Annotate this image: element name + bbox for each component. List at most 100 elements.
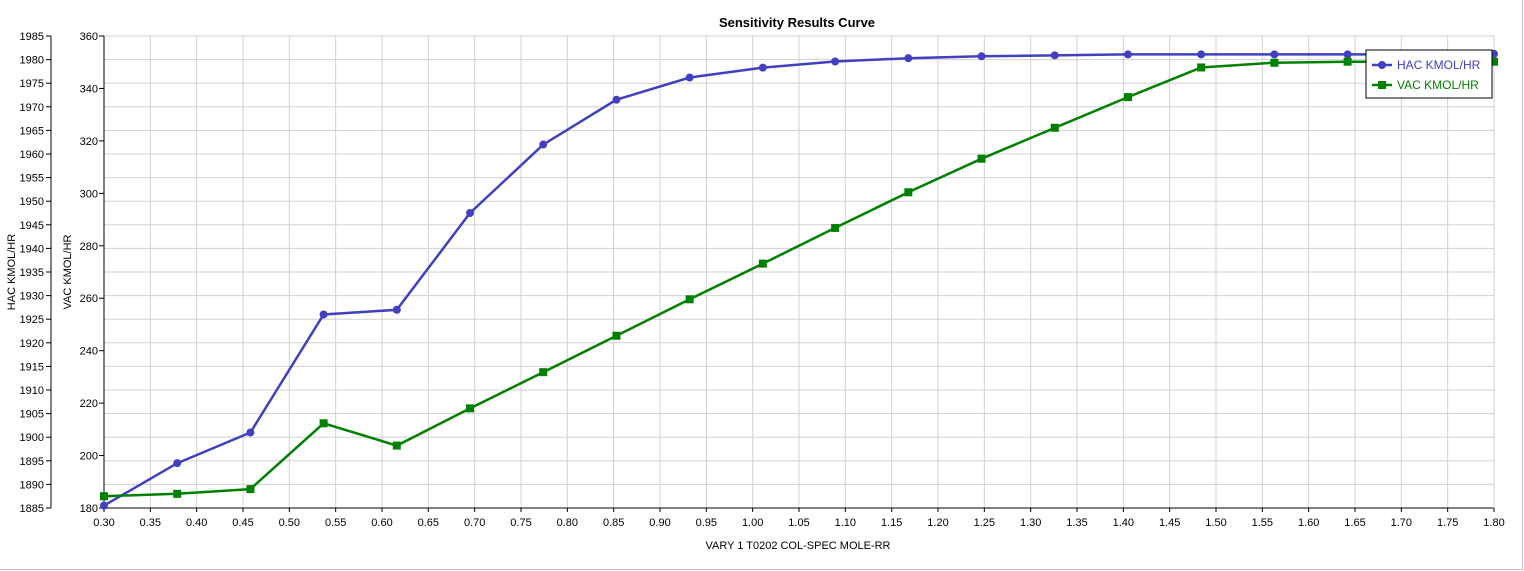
x-tick-label: 1.25 — [974, 517, 995, 529]
x-tick-label: 0.35 — [140, 517, 161, 529]
data-point — [904, 188, 913, 197]
x-tick-label: 1.65 — [1344, 517, 1365, 529]
left-y-tick-label: 1980 — [20, 55, 44, 67]
x-tick-label: 0.85 — [603, 517, 624, 529]
x-tick-label: 1.30 — [1020, 517, 1041, 529]
x-tick-label: 1.40 — [1113, 517, 1134, 529]
x-tick-label: 1.60 — [1298, 517, 1319, 529]
data-point — [319, 310, 328, 319]
legend[interactable]: HAC KMOL/HR VAC KMOL/HR — [1365, 49, 1493, 99]
x-tick-label: 1.05 — [788, 517, 809, 529]
right-y-tick-label: 260 — [80, 293, 98, 305]
data-point — [758, 63, 767, 72]
legend-vac-marker — [1378, 81, 1386, 89]
right-y-tick-label: 180 — [80, 503, 98, 515]
left-y-axis-title: HAC KMOL/HR — [6, 234, 18, 310]
right-y-tick-label: 320 — [80, 136, 98, 148]
left-y-tick-label: 1895 — [20, 456, 44, 468]
data-point — [1197, 50, 1206, 59]
x-tick-label: 0.95 — [696, 517, 717, 529]
legend-hac-marker — [1378, 61, 1386, 69]
x-tick-label: 1.15 — [881, 517, 902, 529]
data-point — [685, 73, 694, 82]
data-point — [612, 331, 621, 340]
legend-hac-label: HAC KMOL/HR — [1397, 58, 1481, 72]
series-line — [103, 60, 1494, 498]
data-point — [1270, 50, 1279, 59]
data-point — [246, 485, 255, 494]
right-y-tick-label: 280 — [80, 241, 98, 253]
x-tick-label: 0.40 — [186, 517, 207, 529]
left-y-axis-ticks: 1985 1980 1975 1970 1965 1960 1955 1950 1945 1940… — [20, 31, 51, 515]
left-y-tick-label: 1920 — [20, 338, 44, 350]
x-tick-label: 1.00 — [742, 517, 763, 529]
data-point — [612, 95, 621, 104]
x-tick-label: 1.35 — [1066, 517, 1087, 529]
right-y-tick-label: 240 — [80, 346, 98, 358]
data-point — [1050, 51, 1059, 60]
x-tick-label: 1.50 — [1205, 517, 1226, 529]
x-tick-label: 1.70 — [1391, 517, 1412, 529]
data-point — [1123, 93, 1132, 102]
left-y-tick-label: 1975 — [20, 78, 44, 90]
right-y-tick-label: 340 — [80, 83, 98, 95]
data-point — [173, 459, 182, 468]
data-point — [1270, 58, 1279, 67]
series-hac — [100, 49, 1498, 510]
data-point — [392, 305, 401, 314]
left-y-tick-label: 1930 — [20, 291, 44, 303]
data-point — [685, 295, 694, 304]
left-y-tick-label: 1925 — [20, 314, 44, 326]
series-vac — [100, 57, 1498, 501]
x-tick-label: 1.10 — [835, 517, 856, 529]
x-tick-label: 1.80 — [1483, 517, 1504, 529]
legend-box — [1365, 49, 1493, 99]
data-point — [466, 404, 475, 413]
left-y-tick-label: 1935 — [20, 267, 44, 279]
data-point — [1197, 63, 1206, 72]
data-point — [1050, 123, 1059, 132]
right-y-tick-label: 300 — [80, 188, 98, 200]
left-y-tick-label: 1985 — [20, 31, 44, 43]
x-tick-label: 0.55 — [325, 517, 346, 529]
data-point — [977, 52, 986, 61]
chart-title: Sensitivity Results Curve — [719, 15, 875, 30]
left-y-tick-label: 1905 — [20, 409, 44, 421]
data-point — [466, 209, 475, 217]
x-tick-label: 0.80 — [557, 517, 578, 529]
legend-vac-label: VAC KMOL/HR — [1397, 78, 1479, 92]
x-tick-label: 0.45 — [232, 517, 253, 529]
x-axis-title: VARY 1 T0202 COL-SPEC MOLE-RR — [705, 540, 890, 552]
data-point — [977, 154, 986, 163]
data-point — [539, 140, 548, 149]
data-point — [904, 54, 913, 63]
data-point — [1343, 57, 1352, 66]
data-point — [100, 492, 108, 501]
series-line — [103, 52, 1495, 507]
left-y-tick-label: 1970 — [20, 102, 44, 114]
x-tick-label: 0.70 — [464, 517, 485, 529]
series-layer — [100, 49, 1498, 510]
x-tick-label: 0.65 — [418, 517, 439, 529]
x-tick-label: 0.30 — [93, 517, 114, 529]
right-y-tick-label: 200 — [80, 451, 98, 463]
grid — [103, 35, 1495, 509]
x-tick-label: 1.45 — [1159, 517, 1180, 529]
x-tick-label: 1.20 — [927, 517, 948, 529]
data-point — [1343, 50, 1352, 59]
x-tick-label: 1.75 — [1437, 517, 1458, 529]
data-point — [246, 428, 255, 437]
left-y-tick-label: 1910 — [20, 385, 44, 397]
data-point — [758, 259, 767, 268]
x-axis-ticks: 0.30 0.35 0.40 0.45 0.50 0.55 0.60 0.65 0.70 0.75… — [93, 508, 1505, 529]
right-y-axis-ticks: 360 340 320 300 280 260 240 220 200 180 — [80, 31, 104, 515]
data-point — [831, 57, 840, 66]
right-y-tick-label: 220 — [80, 398, 98, 410]
left-y-tick-label: 1885 — [20, 503, 44, 515]
left-y-tick-label: 1960 — [20, 149, 44, 161]
data-point — [539, 368, 548, 377]
left-y-tick-label: 1900 — [20, 432, 44, 444]
data-point — [319, 419, 328, 428]
